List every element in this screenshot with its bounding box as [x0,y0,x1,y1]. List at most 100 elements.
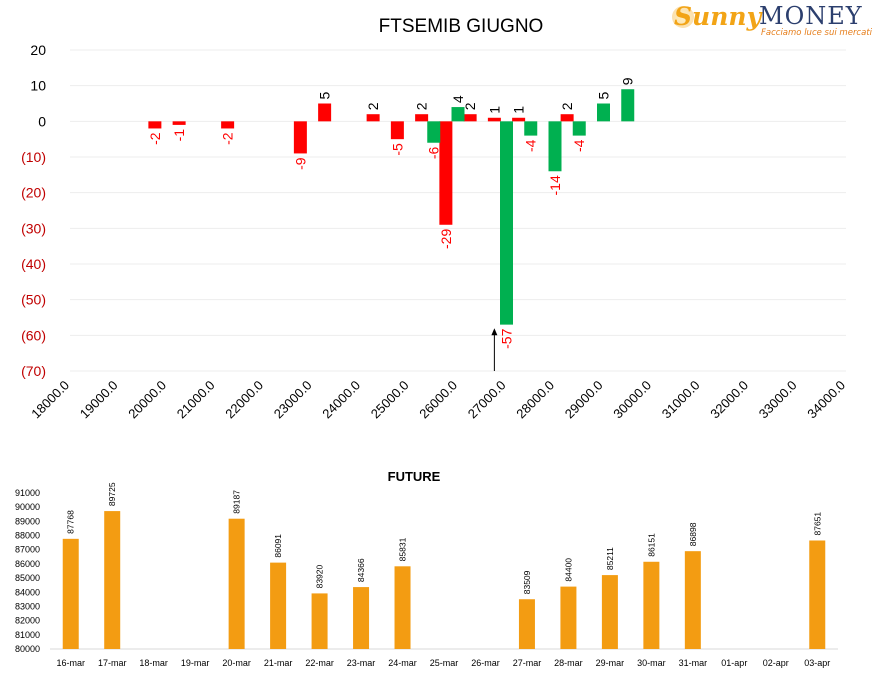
red-bar [172,121,186,125]
green-bar [621,89,635,122]
x-tick-label: 22-mar [305,658,334,668]
y-tick-label: 90000 [15,502,40,512]
red-bar [439,121,453,225]
y-tick-label: 84000 [15,587,40,597]
x-tick-label: 21000.0 [174,378,218,422]
bar-data-label: -2 [220,132,236,145]
green-bar [572,121,586,136]
x-tick-label: 23-mar [347,658,376,668]
y-tick-label: (20) [21,185,46,201]
x-tick-label: 20000.0 [125,378,169,422]
x-tick-label: 28-mar [554,658,583,668]
chart-title: FUTURE [388,469,441,484]
green-bar [427,121,441,143]
x-tick-label: 31-mar [679,658,708,668]
y-tick-label: 88000 [15,531,40,541]
x-tick-label: 27-mar [513,658,542,668]
x-tick-label: 33000.0 [756,378,800,422]
red-bar [415,114,429,122]
bar-data-label: -5 [389,143,405,156]
y-tick-label: 20 [30,42,46,58]
y-tick-label: 0 [38,113,46,129]
x-tick-label: 27000.0 [465,378,509,422]
y-tick-label: 81000 [15,630,40,640]
red-bar [318,103,332,122]
bar-data-label: 87651 [812,512,822,536]
x-tick-label: 20-mar [222,658,251,668]
y-tick-label: (10) [21,149,46,165]
red-bar [512,117,526,122]
red-bar [463,114,477,122]
green-bar [524,121,538,136]
logo-brand-right: MONEY [759,2,863,30]
x-tick-label: 03-apr [804,658,830,668]
ftsemib-chart: FTSEMIB GIUGNO 20 10 0 (10) (20) (30) (40) (50) (… [21,16,848,422]
y-tick-label: 80000 [15,644,40,654]
future-bar [684,551,701,649]
x-tick-label: 18000.0 [28,378,72,422]
y-tick-label: 89000 [15,516,40,526]
y-tick-label: 91000 [15,488,40,498]
bar-data-label: -2 [147,132,163,145]
bar-data-label: 1 [511,106,527,114]
bar-data-label: -14 [547,175,563,195]
future-bar [601,575,618,649]
y-tick-label: (30) [21,220,46,236]
x-tick-label: 19-mar [181,658,210,668]
x-tick-label: 31000.0 [659,378,703,422]
x-tick-label: 25-mar [430,658,459,668]
x-tick-label: 17-mar [98,658,127,668]
bar-data-label: -4 [571,139,587,152]
y-tick-label: 87000 [15,545,40,555]
future-bar [518,599,535,649]
y-tick-label: 82000 [15,616,40,626]
x-tick-label: 24-mar [388,658,417,668]
future-bar [353,587,370,649]
bar-data-label: 86151 [646,533,656,557]
future-bar [311,593,328,649]
bar-data-label: -9 [292,157,308,170]
logo-tagline: Facciamo luce sui mercati [761,28,873,38]
x-tick-label: 28000.0 [513,378,557,422]
y-tick-label: (70) [21,363,46,379]
x-tick-label: 32000.0 [707,378,751,422]
future-bar [394,566,411,649]
bar-data-label: 85831 [398,537,408,561]
bar-data-label: 89725 [107,482,117,506]
bar-data-label: 2 [462,102,478,110]
bar-data-label: -1 [171,129,187,142]
red-bar [390,121,404,140]
future-bar [643,561,660,649]
x-tick-label: 19000.0 [77,378,121,422]
bar-data-label: 84366 [356,558,366,582]
bar-data-label: -4 [523,139,539,152]
bar-data-label: 86898 [688,522,698,546]
future-bar [560,586,577,649]
red-bar [221,121,235,129]
bar-data-label: -57 [499,328,515,348]
x-tick-label: 01-apr [721,658,747,668]
bar-data-label: 87768 [66,510,76,534]
bar-data-label: 4 [450,95,466,103]
x-tick-label: 22000.0 [222,378,266,422]
arrow-up-icon [491,328,498,336]
sun-icon [672,6,694,28]
x-tick-label: 30-mar [637,658,666,668]
bar-data-label: 5 [596,92,612,100]
x-tick-label: 02-apr [763,658,789,668]
x-tick-label: 23000.0 [271,378,315,422]
bar-data-label: 2 [414,102,430,110]
red-bar [366,114,380,122]
bar-data-label: 83920 [315,564,325,588]
x-tick-label: 25000.0 [368,378,412,422]
red-bar [148,121,162,129]
y-tick-label: (40) [21,256,46,272]
future-chart: FUTURE 91000 90000 89000 88000 87000 86000 8500… [15,469,838,668]
x-tick-label: 29-mar [596,658,625,668]
x-tick-label: 16-mar [56,658,85,668]
chart-title: FTSEMIB GIUGNO [379,16,544,37]
future-bar [270,562,287,649]
bar-data-label: 2 [559,102,575,110]
bar-data-label: 1 [486,106,502,114]
bar-data-label: 85211 [605,547,615,570]
